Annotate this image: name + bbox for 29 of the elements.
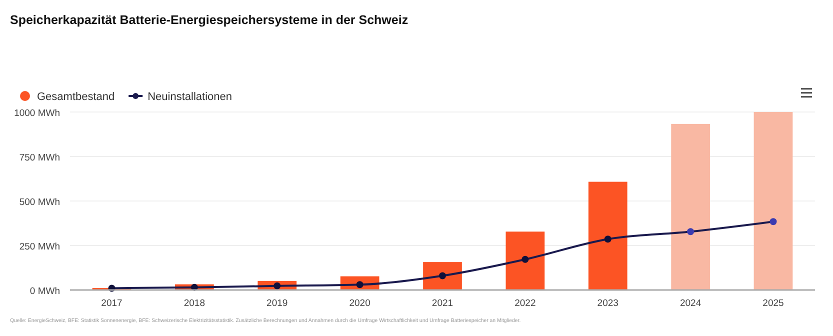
point (439, 272, 446, 280)
bar (588, 182, 628, 290)
x-tick-label: 2021 (432, 298, 454, 309)
x-tick-label: 2024 (680, 298, 702, 309)
y-tick-label: 250 MWh (19, 242, 60, 252)
bar (506, 232, 545, 290)
x-tick-label: 2018 (184, 298, 206, 309)
x-tick-label: 2025 (762, 298, 784, 309)
chart-title: Speicherkapazität Batterie-Energiespeichersysteme in der Schweiz (10, 13, 408, 27)
x-tick-label: 2019 (266, 298, 288, 309)
point (604, 236, 612, 243)
x-tick-label: 2022 (514, 298, 536, 309)
bar (671, 124, 710, 290)
x-tick-label: 2017 (101, 298, 122, 309)
point (770, 218, 777, 226)
y-tick-label: 750 MWh (19, 152, 60, 164)
x-tick-label: 2023 (597, 298, 618, 309)
legend-label: Neuinstallationen (148, 91, 232, 103)
y-tick-label: 0 MWh (30, 286, 60, 297)
point (687, 228, 694, 236)
y-tick-label: 1000 MWh (14, 108, 60, 119)
point (356, 281, 364, 288)
legend-label: Gesamtbestand (37, 91, 115, 103)
point (522, 256, 529, 263)
bar (754, 112, 793, 290)
y-tick-label: 500 MWh (19, 197, 60, 208)
bar (423, 262, 462, 290)
x-tick-label: 2020 (349, 298, 370, 309)
point (274, 282, 281, 290)
